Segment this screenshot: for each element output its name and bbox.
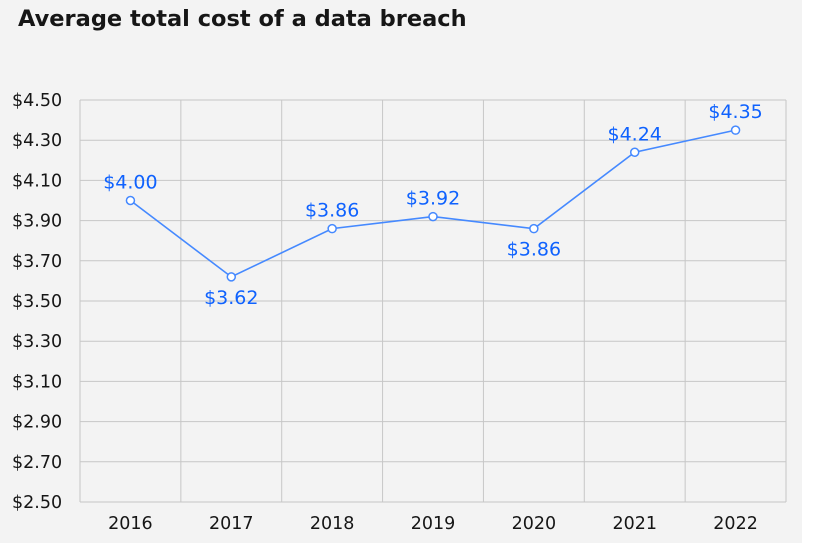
data-point bbox=[428, 211, 438, 222]
data-label: $3.62 bbox=[204, 287, 258, 309]
y-tick-label: $3.30 bbox=[12, 332, 62, 352]
data-label: $4.24 bbox=[608, 123, 662, 145]
y-tick-label: $4.30 bbox=[12, 131, 62, 151]
x-tick-label: 2020 bbox=[512, 514, 557, 534]
data-labels: $4.00 $3.62 $3.86 $3.92 $3.86 $4.24 $4.35 bbox=[103, 101, 763, 309]
y-tick-label: $3.90 bbox=[12, 212, 62, 232]
x-tick-label: 2021 bbox=[612, 514, 657, 534]
data-label: $3.86 bbox=[305, 200, 359, 222]
y-tick-label: $3.10 bbox=[12, 372, 62, 392]
grid-layer bbox=[79, 99, 787, 503]
data-label: $4.35 bbox=[708, 101, 762, 123]
y-tick-label: $2.90 bbox=[12, 413, 62, 433]
x-tick-label: 2019 bbox=[411, 514, 456, 534]
series-layer bbox=[125, 125, 741, 282]
y-tick-label: $4.10 bbox=[12, 171, 62, 191]
y-tick-label: $4.50 bbox=[12, 91, 62, 111]
line-chart: $2.50 $2.70 $2.90 $3.10 $3.30 $3.50 $3.70 $3.90… bbox=[12, 91, 787, 534]
data-point bbox=[125, 195, 136, 206]
data-point bbox=[327, 223, 337, 234]
data-label: $3.86 bbox=[507, 239, 561, 261]
x-tick-label: 2018 bbox=[310, 514, 355, 534]
chart-panel: Average total cost of a data breach $2.5… bbox=[0, 0, 802, 543]
x-tick-label: 2022 bbox=[713, 514, 758, 534]
data-label: $4.00 bbox=[103, 172, 157, 194]
x-tick-label: 2017 bbox=[209, 514, 254, 534]
x-tick-label: 2016 bbox=[108, 514, 153, 534]
data-point bbox=[730, 125, 741, 135]
data-point bbox=[226, 272, 237, 282]
y-axis-ticks: $2.50 $2.70 $2.90 $3.10 $3.30 $3.50 $3.70 $3.90… bbox=[12, 91, 62, 513]
y-tick-label: $2.70 bbox=[12, 453, 62, 473]
y-tick-label: $3.70 bbox=[12, 252, 62, 272]
y-tick-label: $3.50 bbox=[12, 292, 62, 312]
data-label: $3.92 bbox=[406, 188, 460, 210]
data-point bbox=[529, 223, 539, 234]
chart-title: Average total cost of a data breach bbox=[18, 6, 467, 32]
y-tick-label: $2.50 bbox=[12, 493, 62, 513]
data-point bbox=[629, 147, 640, 158]
x-axis-ticks: 2016 2017 2018 2019 2020 2021 2022 bbox=[108, 514, 758, 534]
